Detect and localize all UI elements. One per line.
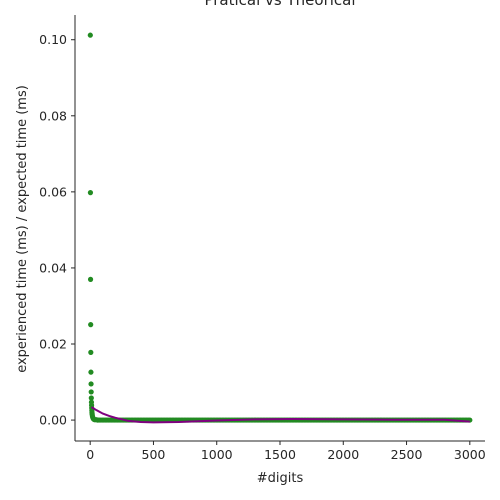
scatter-point	[87, 32, 93, 38]
x-tick-label: 1000	[201, 447, 233, 462]
x-axis-label: #digits	[257, 471, 304, 486]
plot-area	[87, 32, 473, 424]
x-tick-label: 2500	[391, 447, 423, 462]
chart-title: Pratical vs Theorical	[204, 0, 355, 9]
scatter-point	[88, 395, 94, 401]
scatter-point	[88, 369, 94, 375]
x-tick-label: 1500	[264, 447, 296, 462]
scatter-point	[87, 190, 94, 196]
scatter-point	[88, 381, 94, 387]
y-tick-label: 0.02	[39, 337, 67, 352]
x-tick-label: 500	[142, 447, 166, 462]
y-tick-label: 0.08	[39, 108, 67, 123]
x-tick-label: 0	[86, 447, 94, 462]
y-tick-label: 0.00	[39, 413, 67, 428]
y-tick-label: 0.06	[39, 184, 67, 199]
axes: 0 500 1000 1500 2000 2500 3000 0.00 0.02 0.04 0.06…	[39, 15, 486, 462]
y-tick-label: 0.10	[39, 32, 67, 47]
x-tick-label: 2000	[327, 447, 359, 462]
trend-line	[90, 406, 470, 424]
y-tick-label: 0.04	[39, 260, 67, 275]
scatter-point	[88, 389, 94, 395]
scatter-point	[88, 322, 94, 328]
scatter-point	[88, 349, 94, 355]
x-tick-label: 3000	[454, 447, 486, 462]
y-axis-label: experienced time (ms) / expected time (m…	[15, 85, 30, 373]
scatter-point	[87, 276, 94, 282]
